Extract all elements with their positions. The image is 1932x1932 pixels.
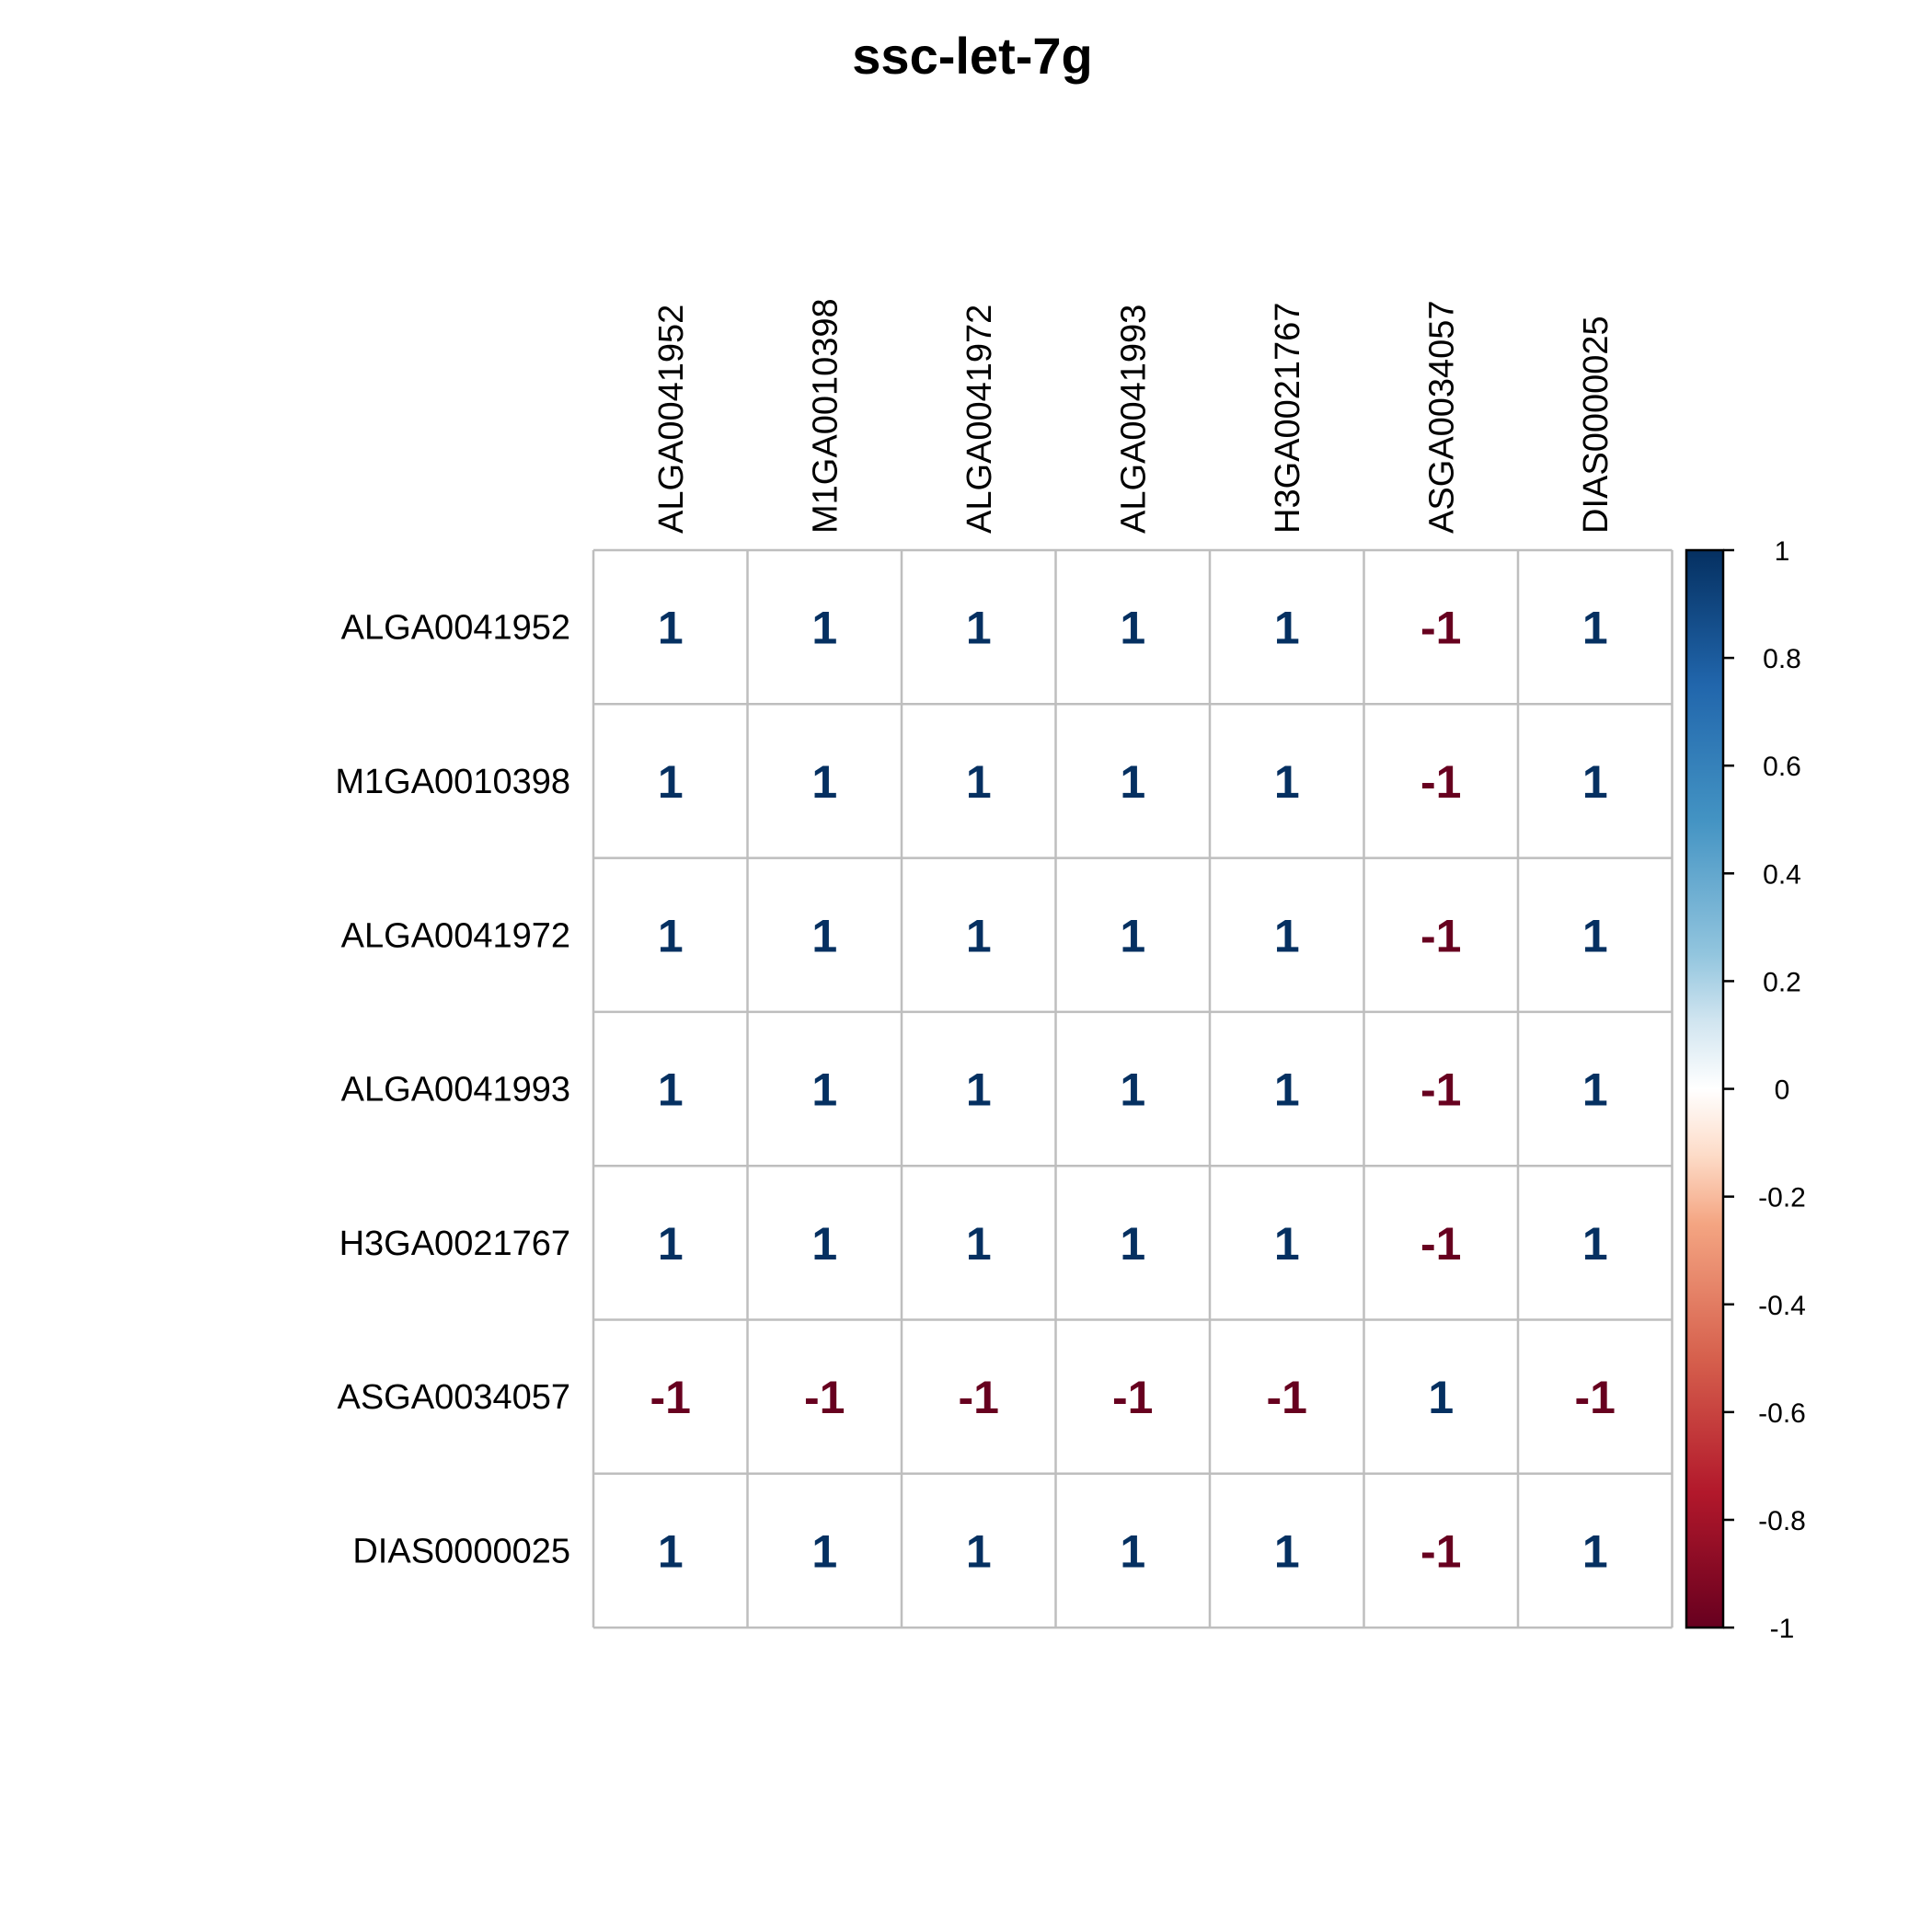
cell-value: -1 (1420, 1525, 1461, 1577)
cell-value: -1 (1420, 756, 1461, 808)
colorbar-tick-label: -0.8 (1758, 1506, 1806, 1536)
cell-value: 1 (1120, 910, 1145, 961)
row-label: ALGA0041972 (341, 916, 570, 955)
colorbar-tick-label: 0.8 (1763, 644, 1801, 674)
row-label: H3GA0021767 (339, 1225, 570, 1263)
column-label: ALGA0041993 (1114, 305, 1153, 534)
cell-value: 1 (966, 603, 992, 654)
cell-value: -1 (1420, 603, 1461, 654)
cell-value: 1 (1274, 603, 1300, 654)
row-label: DIAS0000025 (352, 1532, 570, 1570)
cell-value: 1 (811, 1064, 837, 1116)
colorbar-tick-label: 1 (1775, 536, 1790, 567)
cell-value: 1 (966, 1064, 992, 1116)
cell-value: 1 (1120, 756, 1145, 808)
colorbar-tick-label: 0.6 (1763, 752, 1801, 782)
cell-value: 1 (1120, 603, 1145, 654)
cell-value: 1 (1582, 756, 1608, 808)
cell-value: 1 (811, 1218, 837, 1270)
column-label: ALGA0041952 (652, 305, 691, 534)
cell-value: -1 (804, 1372, 845, 1423)
cell-value: 1 (1120, 1218, 1145, 1270)
cell-value: -1 (1267, 1372, 1307, 1423)
row-label: ALGA0041993 (341, 1071, 570, 1110)
column-labels: ALGA0041952 M1GA0010398 ALGA0041972 ALGA004… (652, 298, 1616, 534)
column-label: M1GA0010398 (806, 298, 845, 534)
cell-value: 1 (811, 603, 837, 654)
colorbar-tick-label: 0.4 (1763, 859, 1801, 890)
cell-value: 1 (658, 1218, 684, 1270)
cell-value: -1 (650, 1372, 691, 1423)
cell-value: 1 (1274, 1064, 1300, 1116)
cell-value: 1 (1274, 910, 1300, 961)
column-label: ALGA0041972 (960, 305, 999, 534)
cell-value: 1 (1582, 1218, 1608, 1270)
colorbar-tick-label: 0 (1775, 1075, 1790, 1106)
row-label: M1GA0010398 (335, 763, 570, 801)
colorbar-tick-label: -0.2 (1758, 1183, 1806, 1213)
row-label: ALGA0041952 (341, 609, 570, 648)
cell-value: 1 (1274, 1525, 1300, 1577)
cell-value: 1 (811, 1525, 837, 1577)
cell-value: -1 (1420, 1218, 1461, 1270)
cell-value: -1 (1575, 1372, 1616, 1423)
colorbar: 1 0.8 0.6 0.4 0.2 0 -0.2 -0.4 -0.6 -0.8 -1 (1685, 536, 1806, 1644)
cell-value: 1 (658, 1064, 684, 1116)
heatmap-cells: 1 1 1 1 1 -1 1 1 1 1 1 1 -1 1 1 1 1 1 1 -1 1 1 1 1 1 1 -1 1 1 1 1 1 1 -1 1… (650, 603, 1616, 1578)
cell-value: 1 (1582, 910, 1608, 961)
cell-value: 1 (1582, 1064, 1608, 1116)
cell-value: 1 (1120, 1525, 1145, 1577)
cell-value: 1 (966, 910, 992, 961)
cell-value: -1 (1112, 1372, 1153, 1423)
cell-value: 1 (1582, 1525, 1608, 1577)
colorbar-gradient (1686, 550, 1723, 1628)
cell-value: 1 (811, 756, 837, 808)
heatmap-grid (592, 548, 1673, 1629)
cell-value: 1 (658, 910, 684, 961)
colorbar-tick-label: -0.4 (1758, 1291, 1806, 1321)
cell-value: 1 (1274, 756, 1300, 808)
cell-value: 1 (658, 756, 684, 808)
cell-value: 1 (966, 1525, 992, 1577)
cell-value: 1 (966, 1218, 992, 1270)
chart-title: ssc-let-7g (852, 27, 1092, 85)
cell-value: 1 (1582, 603, 1608, 654)
cell-value: 1 (658, 603, 684, 654)
cell-value: -1 (1420, 910, 1461, 961)
cell-value: 1 (658, 1525, 684, 1577)
cell-value: 1 (966, 756, 992, 808)
cell-value: -1 (959, 1372, 999, 1423)
column-label: H3GA0021767 (1269, 303, 1307, 534)
cell-value: 1 (1120, 1064, 1145, 1116)
row-label: ASGA0034057 (337, 1378, 570, 1417)
cell-value: 1 (1428, 1372, 1454, 1423)
cell-value: -1 (1420, 1064, 1461, 1116)
colorbar-tick-label: -0.6 (1758, 1398, 1806, 1429)
cell-value: 1 (1274, 1218, 1300, 1270)
cell-value: 1 (811, 910, 837, 961)
column-label: ASGA0034057 (1422, 300, 1461, 534)
colorbar-tick-label: -1 (1770, 1614, 1795, 1644)
row-labels: ALGA0041952 M1GA0010398 ALGA0041972 ALGA004… (335, 609, 570, 1571)
colorbar-tick-label: 0.2 (1763, 967, 1801, 997)
column-label: DIAS0000025 (1577, 316, 1616, 534)
